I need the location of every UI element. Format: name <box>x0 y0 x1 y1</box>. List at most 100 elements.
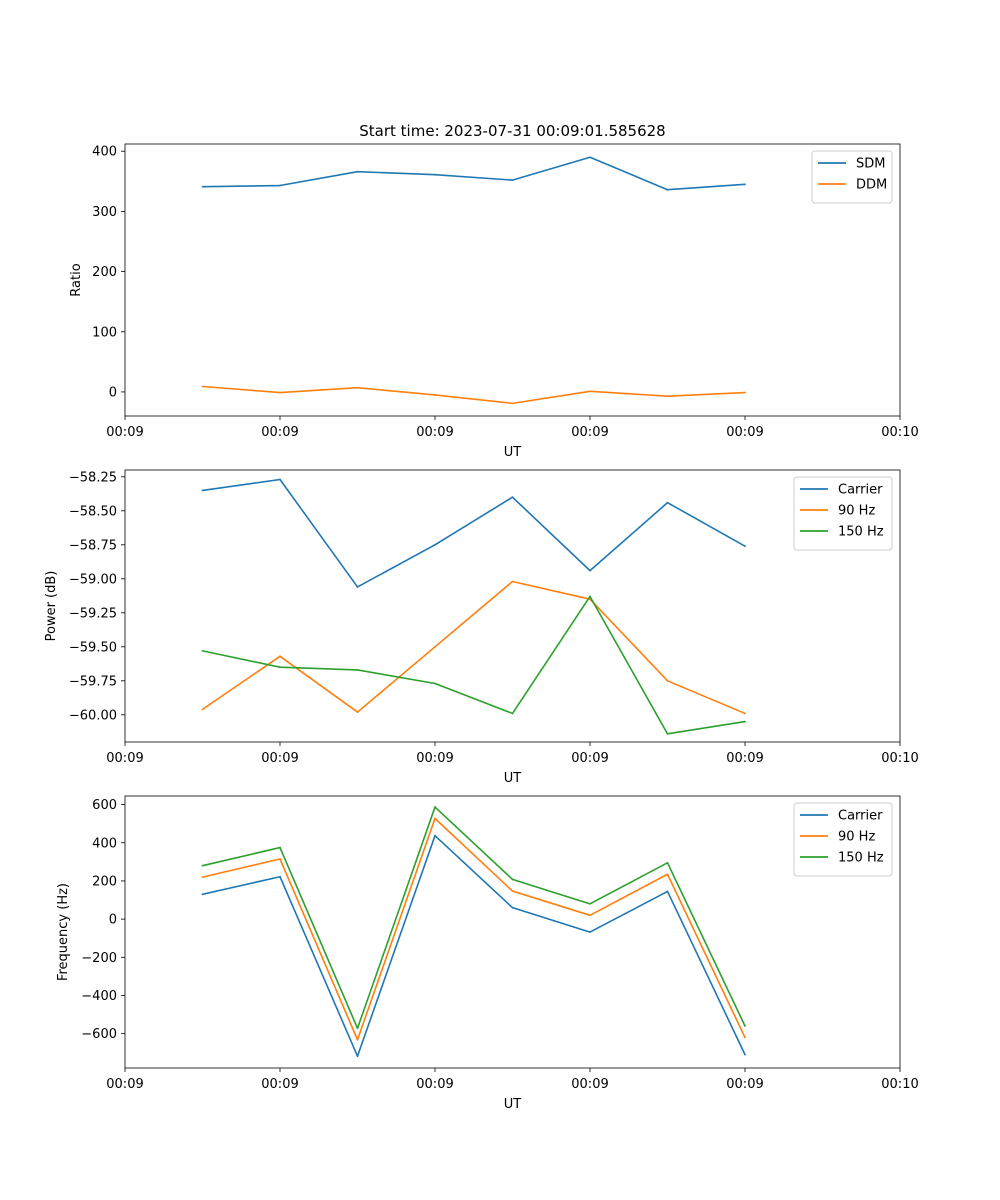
power-series-150-hz-point <box>744 720 746 723</box>
ratio-x-tick-label: 00:10 <box>881 425 918 440</box>
frequency-series-90-hz-point <box>589 914 591 917</box>
ratio-y-tick-label: 200 <box>92 265 117 280</box>
frequency-series-150-hz-point <box>201 864 204 867</box>
frequency-x-tick-label: 00:09 <box>261 1077 298 1092</box>
power-series-90-hz-point <box>279 655 281 658</box>
power-series-150-hz-point <box>511 712 514 715</box>
frequency-x-axis-label: UT <box>504 1097 522 1112</box>
power-x-tick-label: 00:09 <box>416 751 453 766</box>
frequency-y-tick-label: 400 <box>92 836 117 851</box>
power-legend-label: Carrier <box>838 483 883 498</box>
power-chart: 00:09 00:09 00:09 00:09 00:09 00:10 −60.00 −59.… <box>44 469 919 786</box>
ratio-series-ddm-point <box>744 391 746 394</box>
ratio-series-ddm-point <box>666 395 669 398</box>
power-x-axis-label: UT <box>504 771 522 786</box>
power-x-tick-label: 00:10 <box>881 751 918 766</box>
power-legend-label: 90 Hz <box>838 504 875 519</box>
frequency-x-tick-label: 00:09 <box>416 1077 453 1092</box>
power-x-tick-label: 00:09 <box>571 751 608 766</box>
power-series-90-hz-point <box>511 580 514 583</box>
power-series-carrier-point <box>666 501 669 504</box>
power-series-90-hz-point <box>434 645 436 648</box>
frequency-series-90-hz-point <box>666 873 669 876</box>
power-series-150-hz-point <box>279 666 281 669</box>
frequency-legend-label: 150 Hz <box>838 851 884 866</box>
power-series-150-hz-point <box>201 649 204 652</box>
power-series-150-hz-point <box>589 595 591 598</box>
ratio-series-sdm-point <box>201 185 204 188</box>
frequency-series-150-hz-line <box>202 806 746 1030</box>
frequency-series-150-hz-point <box>434 806 436 808</box>
ratio-series-sdm-point <box>511 179 514 182</box>
power-y-tick-label: −59.50 <box>69 640 117 655</box>
frequency-series-90-hz-line <box>202 817 746 1041</box>
power-series-carrier-line <box>202 478 746 588</box>
frequency-y-tick-label: 0 <box>109 913 117 928</box>
ratio-series-ddm-point <box>356 386 359 389</box>
power-series-carrier-point <box>589 569 591 572</box>
frequency-series-90-hz-point <box>511 890 514 892</box>
frequency-series-carrier-point <box>356 1055 359 1058</box>
ratio-series-sdm-point <box>744 183 746 186</box>
power-series-150-hz-point <box>434 682 436 685</box>
frequency-axes-frame <box>124 795 901 1069</box>
frequency-y-tick-label: −600 <box>81 1027 117 1042</box>
ratio-x-tick-label: 00:09 <box>726 425 763 440</box>
power-series-90-hz-line <box>202 580 746 715</box>
frequency-series-carrier-point <box>201 893 204 896</box>
power-series-90-hz-point <box>201 708 204 711</box>
power-x-tick-label: 00:09 <box>726 751 763 766</box>
frequency-series-carrier-point <box>279 875 281 878</box>
power-series-90-hz-point <box>356 711 359 713</box>
power-series-carrier-point <box>279 478 281 481</box>
frequency-series-carrier-line <box>202 834 746 1057</box>
frequency-series-150-hz-point <box>744 1025 746 1027</box>
frequency-chart: 00:09 00:09 00:09 00:09 00:09 00:10 −600 −400 −2… <box>56 795 919 1112</box>
power-x-tick-label: 00:09 <box>261 751 298 766</box>
power-y-tick-label: −59.25 <box>69 606 117 621</box>
ratio-series-ddm-point <box>589 390 591 393</box>
frequency-series-carrier-point <box>511 906 514 909</box>
ratio-series-ddm-point <box>511 402 514 405</box>
frequency-y-tick-label: 200 <box>92 874 117 889</box>
frequency-x-tick-label: 00:09 <box>726 1077 763 1092</box>
figure-title: Start time: 2023-07-31 00:09:01.585628 <box>359 122 665 140</box>
ratio-x-axis-label: UT <box>504 445 522 460</box>
power-series-carrier-point <box>201 489 204 492</box>
frequency-x-tick-label: 00:10 <box>881 1077 918 1092</box>
ratio-series-sdm-point <box>434 173 436 176</box>
frequency-series-90-hz-point <box>279 858 281 860</box>
ratio-x-tick-label: 00:09 <box>416 425 453 440</box>
ratio-axes-frame <box>124 143 901 417</box>
power-y-tick-label: −58.25 <box>69 470 117 485</box>
frequency-series-90-hz-point <box>744 1036 746 1039</box>
ratio-chart: 00:09 00:09 00:09 00:09 00:09 00:10 0 100 200 300… <box>69 143 919 460</box>
frequency-series-90-hz-point <box>356 1038 359 1041</box>
frequency-series-150-hz-point <box>511 878 514 881</box>
power-axes-frame <box>124 469 901 743</box>
ratio-y-tick-label: 400 <box>92 145 117 160</box>
frequency-x-tick-label: 00:09 <box>571 1077 608 1092</box>
frequency-y-tick-label: −200 <box>81 951 117 966</box>
power-y-tick-label: −59.75 <box>69 674 117 689</box>
frequency-y-axis-label: Frequency (Hz) <box>56 883 71 981</box>
power-legend-label: 150 Hz <box>838 525 884 540</box>
ratio-series-ddm-point <box>279 391 281 394</box>
panels: 00:09 00:09 00:09 00:09 00:09 00:10 0 100 200 300… <box>44 143 919 1112</box>
power-series-carrier-point <box>356 586 359 588</box>
ratio-y-axis-label: Ratio <box>69 263 84 296</box>
ratio-legend-label: DDM <box>856 178 887 193</box>
power-y-tick-label: −59.00 <box>69 572 117 587</box>
ratio-legend-box <box>811 150 893 204</box>
frequency-series-150-hz-point <box>589 902 591 905</box>
frequency-y-tick-label: 600 <box>92 798 117 813</box>
frequency-series-carrier-point <box>589 931 591 933</box>
ratio-x-tick-label: 00:09 <box>106 425 143 440</box>
frequency-legend-label: 90 Hz <box>838 830 875 845</box>
power-y-tick-label: −58.75 <box>69 538 117 553</box>
ratio-x-tick-label: 00:09 <box>571 425 608 440</box>
frequency-series-150-hz-point <box>356 1027 359 1030</box>
frequency-legend: Carrier 90 Hz 150 Hz <box>793 802 893 877</box>
power-legend: Carrier 90 Hz 150 Hz <box>793 476 893 551</box>
